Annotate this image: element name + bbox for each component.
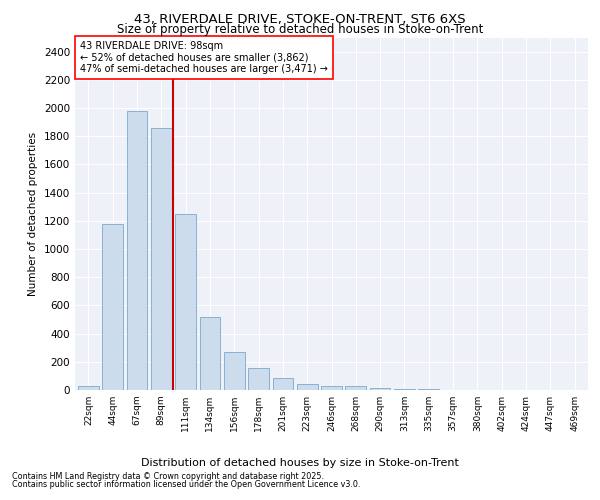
Bar [321, 386, 342, 390]
Bar [78, 386, 99, 390]
Bar [248, 368, 269, 390]
Y-axis label: Number of detached properties: Number of detached properties [28, 132, 38, 296]
Bar [151, 128, 172, 390]
Text: Size of property relative to detached houses in Stoke-on-Trent: Size of property relative to detached ho… [117, 22, 483, 36]
Text: 43, RIVERDALE DRIVE, STOKE-ON-TRENT, ST6 6XS: 43, RIVERDALE DRIVE, STOKE-ON-TRENT, ST6… [134, 12, 466, 26]
Bar [272, 378, 293, 390]
Bar [103, 224, 123, 390]
Text: 43 RIVERDALE DRIVE: 98sqm
← 52% of detached houses are smaller (3,862)
47% of se: 43 RIVERDALE DRIVE: 98sqm ← 52% of detac… [80, 41, 328, 74]
Bar [346, 386, 366, 390]
Bar [127, 111, 148, 390]
Bar [297, 384, 317, 390]
Text: Contains public sector information licensed under the Open Government Licence v3: Contains public sector information licen… [12, 480, 361, 489]
Bar [370, 388, 391, 390]
Bar [394, 389, 415, 390]
Text: Distribution of detached houses by size in Stoke-on-Trent: Distribution of detached houses by size … [141, 458, 459, 468]
Bar [200, 318, 220, 390]
Text: Contains HM Land Registry data © Crown copyright and database right 2025.: Contains HM Land Registry data © Crown c… [12, 472, 324, 481]
Bar [175, 214, 196, 390]
Bar [224, 352, 245, 390]
